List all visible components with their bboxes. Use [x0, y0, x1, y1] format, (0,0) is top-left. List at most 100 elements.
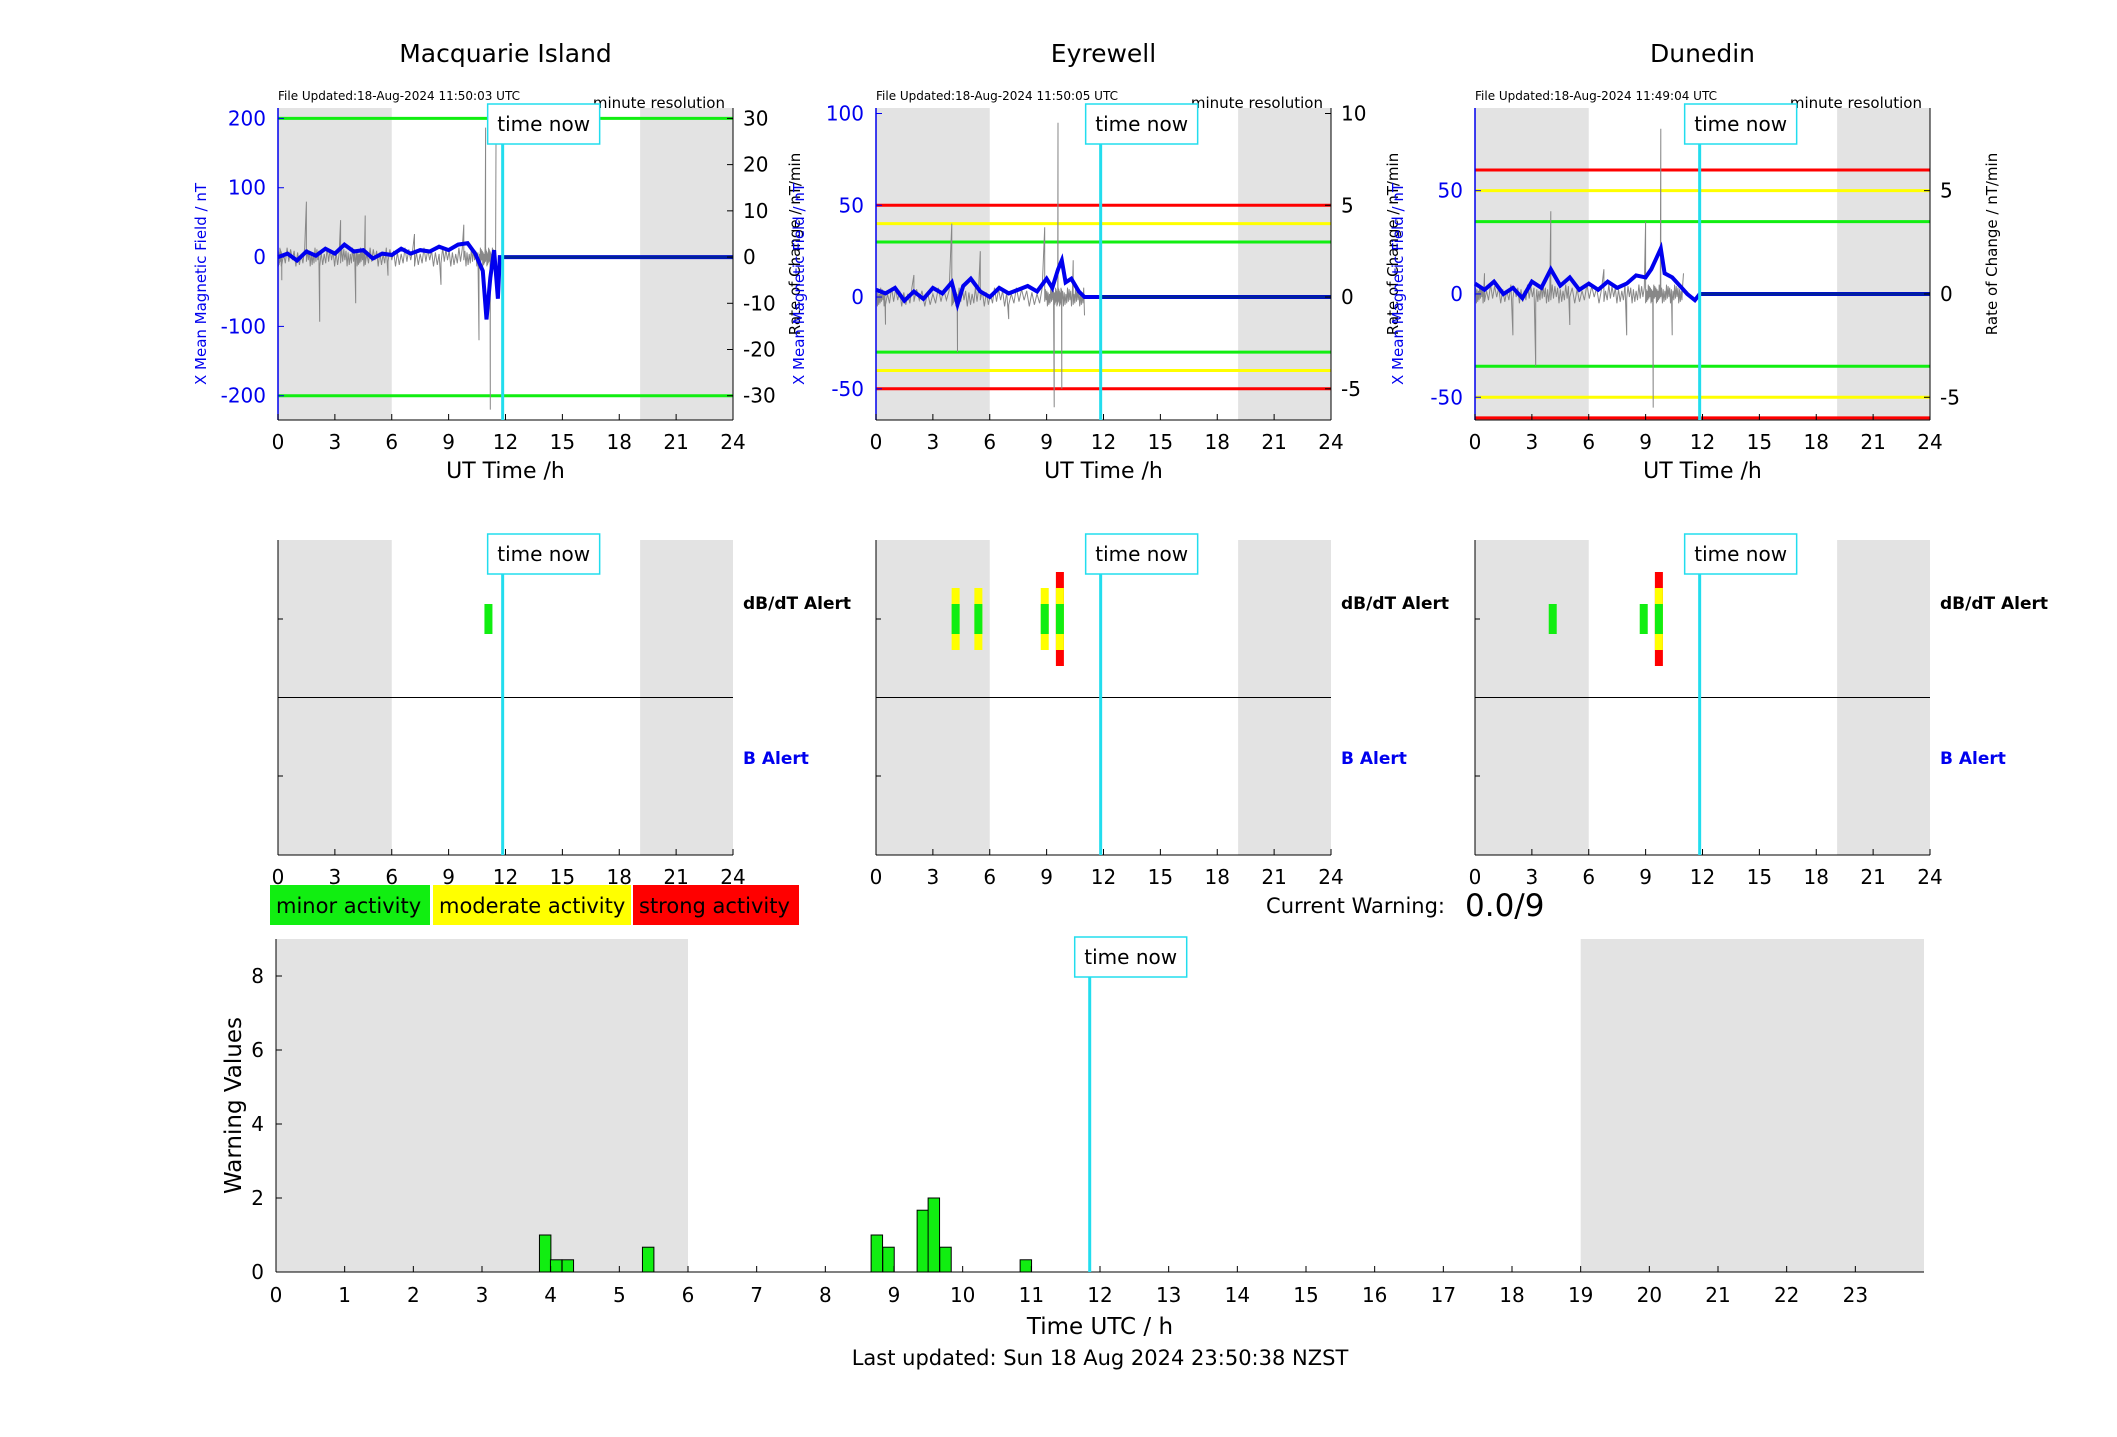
alert-green [1040, 604, 1049, 634]
x-axis-label: UT Time /h [1044, 459, 1163, 484]
night-shade [276, 939, 688, 1272]
time-now-label: time now [1095, 112, 1188, 136]
time-now-marker: time now [486, 533, 601, 575]
y-tick-label-right: 10 [743, 199, 768, 223]
x-tick-label: 3 [927, 430, 940, 454]
dbdt-alert-label: dB/dT Alert [1341, 594, 1449, 614]
x-tick-label: 15 [1293, 1283, 1318, 1307]
x-tick-label: 1 [338, 1283, 351, 1307]
y-tick-label-left: -200 [221, 384, 266, 408]
x-tick-label: 16 [1362, 1283, 1387, 1307]
x-tick-label: 12 [493, 430, 518, 454]
x-tick-label: 3 [476, 1283, 489, 1307]
x-tick-label: 3 [927, 865, 940, 889]
x-tick-label: 12 [1091, 865, 1116, 889]
y-axis-label-left: X Mean Magnetic Field / nT [192, 182, 210, 385]
y-tick-label-left: -50 [831, 377, 864, 401]
night-shade [1238, 108, 1331, 420]
time-now-box [486, 103, 601, 145]
x-tick-label: 6 [983, 430, 996, 454]
x-tick-label: 3 [329, 865, 342, 889]
x-tick-label: 3 [1526, 430, 1539, 454]
y-axis-label-left: X Mean Magnetic Field / nT [790, 182, 808, 385]
x-tick-label: 8 [819, 1283, 832, 1307]
x-tick-label: 21 [1860, 865, 1885, 889]
resolution-text: minute resolution [1790, 94, 1922, 112]
x-tick-label: 9 [1040, 430, 1053, 454]
y-tick-label-right: 0 [1940, 282, 1953, 306]
field-panel-3: Dunedin File Updated:18-Aug-2024 11:49:04… [1389, 39, 2001, 484]
x-tick-label: 11 [1019, 1283, 1044, 1307]
x-field-trace [875, 253, 1331, 312]
alert-panel-3: dB/dT Alert B Alert 0 3 6 9 12 15 18 21 24 time now [1469, 533, 2048, 889]
x-tick-label: 18 [1205, 430, 1230, 454]
x-tick-label: 0 [870, 865, 883, 889]
y-tick-label-right: 10 [1341, 102, 1366, 126]
y-tick-label-right: -30 [743, 384, 776, 408]
alert-panel-2: dB/dT Alert B Alert 0 3 6 9 12 15 18 21 24 time now [870, 533, 1449, 889]
x-tick-label: 12 [1690, 865, 1715, 889]
time-now-label: time now [497, 112, 590, 136]
panel-title: Dunedin [1650, 39, 1755, 68]
x-tick-label: 15 [1148, 865, 1173, 889]
x-tick-label: 15 [1747, 865, 1772, 889]
x-tick-label: 9 [1639, 865, 1652, 889]
x-tick-label: 19 [1568, 1283, 1593, 1307]
y-tick-label-right: -10 [743, 291, 776, 315]
y-tick-label-left: 0 [851, 285, 864, 309]
legend-minor-label: minor activity [276, 894, 421, 918]
y-tick-label: 2 [251, 1186, 264, 1210]
night-shade [1580, 939, 1924, 1272]
x-tick-label: 6 [983, 865, 996, 889]
time-now-marker: time now [1683, 103, 1798, 145]
x-tick-label: 3 [329, 430, 342, 454]
time-now-label: time now [1694, 542, 1787, 566]
y-axis-label-left: X Mean Magnetic Field / nT [1389, 182, 1407, 385]
night-shade [1837, 108, 1930, 420]
x-tick-label: 9 [442, 865, 455, 889]
y-axis-label-right: Rate of Change / nT/min [786, 153, 804, 335]
time-now-marker: time now [1073, 936, 1188, 978]
x-tick-label: 6 [1582, 865, 1595, 889]
resolution-text: minute resolution [593, 94, 725, 112]
time-now-box [1084, 533, 1199, 575]
alert-green [951, 604, 960, 634]
b-alert-label: B Alert [1341, 749, 1407, 769]
x-tick-label: 5 [613, 1283, 626, 1307]
warning-bar [1019, 1259, 1033, 1273]
resolution-text: minute resolution [1191, 94, 1323, 112]
x-tick-label: 0 [1469, 430, 1482, 454]
y-tick-label-right: 0 [743, 245, 756, 269]
dbdt-alert-label: dB/dT Alert [1940, 594, 2048, 614]
x-tick-label: 6 [385, 430, 398, 454]
field-panel-1: Macquarie Island File Updated:18-Aug-2024… [192, 39, 804, 484]
alert-green [1055, 604, 1064, 634]
current-warning-value: 0.0/9 [1465, 888, 1544, 924]
warning-bar [870, 1234, 884, 1273]
y-tick-label: 6 [251, 1038, 264, 1062]
x-tick-label: 6 [385, 865, 398, 889]
time-now-box [1084, 103, 1199, 145]
legend-strong-swatch [633, 885, 799, 925]
x-tick-label: 0 [272, 865, 285, 889]
warning-bar [549, 1259, 563, 1273]
panel-title: Macquarie Island [399, 39, 612, 68]
y-tick-label-left: -50 [1430, 385, 1463, 409]
x-tick-label: 21 [1705, 1283, 1730, 1307]
night-shade [1475, 108, 1589, 420]
x-tick-label: 17 [1431, 1283, 1456, 1307]
time-now-box [1683, 533, 1798, 575]
x-tick-label: 18 [607, 430, 632, 454]
time-now-label: time now [1694, 112, 1787, 136]
x-tick-label: 9 [442, 430, 455, 454]
x-tick-label: 9 [1639, 430, 1652, 454]
x-tick-label: 24 [1318, 865, 1343, 889]
x-tick-label: 0 [870, 430, 883, 454]
warning-values-chart: 0 1 2 3 4 5 6 7 8 9 10 11 12 13 14 15 16 17 18 19 20 21 22 2302… [221, 936, 1924, 1340]
alert-green [1654, 604, 1663, 634]
y-tick-label: 8 [251, 964, 264, 988]
warning-bar [561, 1259, 575, 1273]
y-tick-label: 4 [251, 1112, 264, 1136]
y-tick-label-right: 20 [743, 153, 768, 177]
